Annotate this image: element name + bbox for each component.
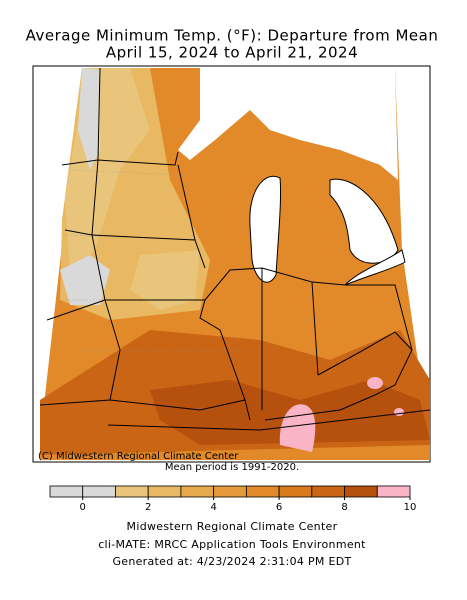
colorbar-tick-label: 2	[145, 502, 151, 513]
colorbar-bin	[213, 485, 247, 498]
colorbar-tick-label: 10	[404, 502, 417, 513]
colorbar-bin	[344, 485, 378, 498]
colorbar-bin	[49, 485, 84, 498]
colorbar-bin	[311, 485, 345, 498]
region-lighter	[130, 250, 200, 310]
copyright: (C) Midwestern Regional Climate Center	[38, 451, 239, 462]
colorbar-bin	[180, 485, 215, 498]
title-line: April 15, 2024 to April 21, 2024	[106, 44, 358, 62]
lake-michigan	[249, 175, 282, 283]
footer-line: Midwestern Regional Climate Center	[127, 520, 338, 533]
colorbar-bin	[376, 485, 411, 498]
colorbar-bin	[147, 485, 182, 498]
pink-area	[394, 408, 404, 416]
colorbar-bin	[115, 485, 149, 498]
pink-area	[367, 377, 383, 389]
colorbar-tick-label: 6	[276, 502, 282, 513]
mean-period-note: Mean period is 1991-2020.	[165, 462, 299, 473]
region-gray	[78, 68, 100, 170]
map: (C) Midwestern Regional Climate Center	[32, 65, 431, 463]
pink-area	[279, 404, 316, 452]
footer-line: Generated at: 4/23/2024 2:31:04 PM EDT	[112, 555, 351, 568]
colorbar-bin	[82, 485, 116, 498]
colorbar-bin	[278, 485, 313, 498]
footer-line: cli-MATE: MRCC Application Tools Environ…	[98, 538, 366, 551]
region-gray	[60, 255, 110, 305]
title-line: Average Minimum Temp. (°F): Departure fr…	[26, 27, 439, 45]
lake-erie	[344, 249, 406, 286]
colorbar-bin	[245, 485, 280, 498]
colorbar: 0 2 4 6 8 10	[49, 485, 417, 513]
state-borders	[39, 67, 431, 431]
colorbar-tick-label: 8	[341, 502, 347, 513]
colorbar-tick-label: 0	[80, 502, 86, 513]
canada-lake-superior	[178, 68, 398, 180]
colorbar-tick-label: 4	[210, 502, 216, 513]
